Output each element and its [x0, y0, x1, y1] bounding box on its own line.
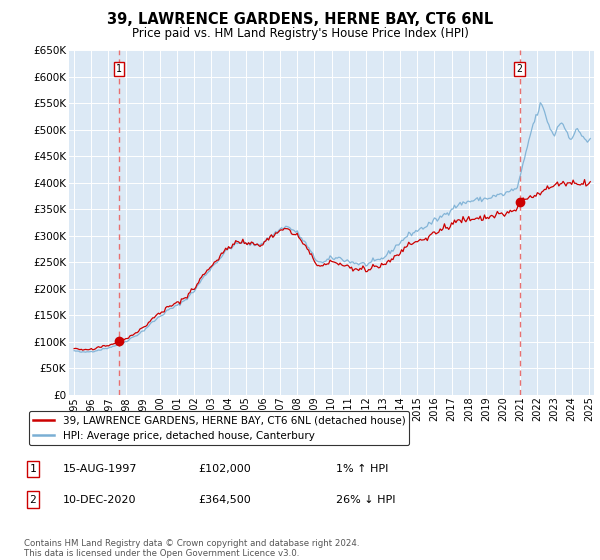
Text: 1: 1 — [29, 464, 37, 474]
Text: 39, LAWRENCE GARDENS, HERNE BAY, CT6 6NL: 39, LAWRENCE GARDENS, HERNE BAY, CT6 6NL — [107, 12, 493, 27]
Text: 2: 2 — [29, 494, 37, 505]
Text: 1% ↑ HPI: 1% ↑ HPI — [336, 464, 388, 474]
Text: 10-DEC-2020: 10-DEC-2020 — [63, 494, 137, 505]
Text: 1: 1 — [116, 64, 122, 74]
Text: 2: 2 — [517, 64, 523, 74]
Text: 26% ↓ HPI: 26% ↓ HPI — [336, 494, 395, 505]
Legend: 39, LAWRENCE GARDENS, HERNE BAY, CT6 6NL (detached house), HPI: Average price, d: 39, LAWRENCE GARDENS, HERNE BAY, CT6 6NL… — [29, 411, 409, 445]
Text: 15-AUG-1997: 15-AUG-1997 — [63, 464, 137, 474]
Text: Contains HM Land Registry data © Crown copyright and database right 2024.
This d: Contains HM Land Registry data © Crown c… — [24, 539, 359, 558]
Text: Price paid vs. HM Land Registry's House Price Index (HPI): Price paid vs. HM Land Registry's House … — [131, 27, 469, 40]
Text: £364,500: £364,500 — [198, 494, 251, 505]
Text: £102,000: £102,000 — [198, 464, 251, 474]
